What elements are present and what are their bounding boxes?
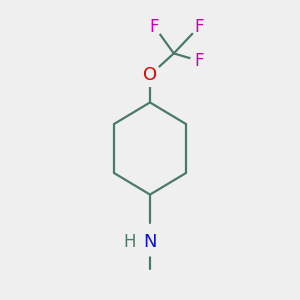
Text: N: N [143,232,157,250]
Circle shape [139,64,161,86]
Circle shape [191,52,207,69]
Circle shape [146,18,163,35]
Circle shape [191,18,207,35]
Text: F: F [150,18,159,36]
Text: O: O [143,66,157,84]
Text: F: F [194,52,204,70]
Circle shape [136,227,164,256]
Text: H: H [123,232,135,250]
Text: F: F [194,18,204,36]
